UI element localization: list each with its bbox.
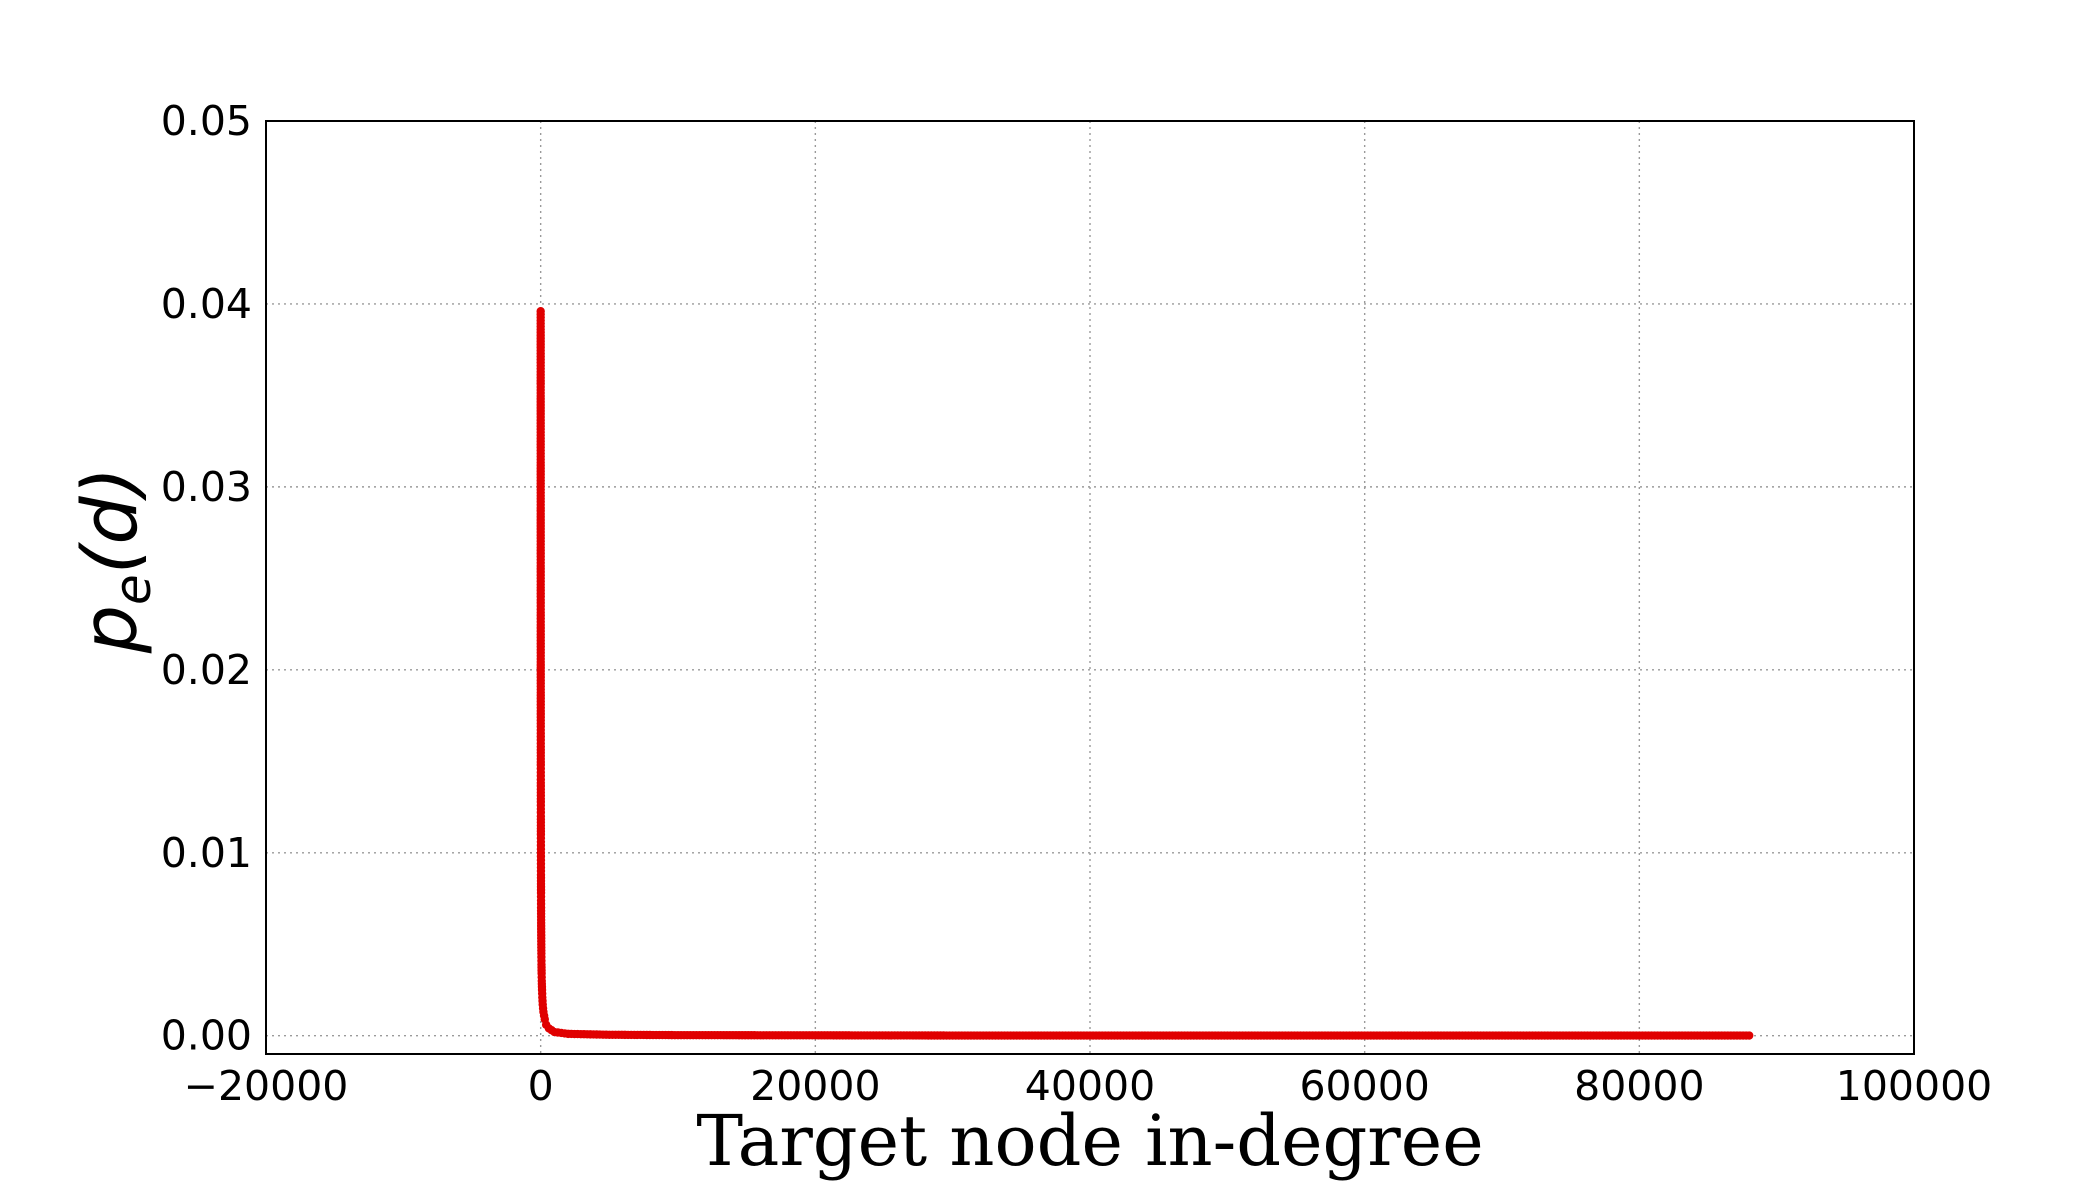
x-tick-label: 20000 — [750, 1062, 880, 1110]
x-tick-label: −20000 — [184, 1062, 349, 1110]
data-points — [536, 307, 1754, 1040]
y-tick-label: 0.02 — [161, 646, 252, 694]
y-tick-label: 0.00 — [161, 1012, 252, 1060]
y-axis-label-subscript: e — [104, 574, 162, 605]
x-axis-label: Target node in-degree — [696, 1100, 1483, 1182]
x-tick-labels: −20000 0 20000 40000 60000 80000 100000 — [184, 1062, 1993, 1110]
x-tick-label: 60000 — [1299, 1062, 1429, 1110]
x-tick-label: 40000 — [1025, 1062, 1155, 1110]
y-tick-label: 0.05 — [161, 97, 252, 145]
grid-lines — [266, 121, 1914, 1054]
y-axis-label: pe(d) — [65, 467, 162, 655]
x-tick-label: 0 — [528, 1062, 554, 1110]
x-tick-label: 80000 — [1574, 1062, 1704, 1110]
data-point — [1745, 1031, 1754, 1040]
x-tick-label: 100000 — [1836, 1062, 1993, 1110]
plot-frame — [265, 120, 1915, 1055]
y-tick-label: 0.01 — [161, 829, 252, 877]
y-tick-label: 0.04 — [161, 280, 252, 328]
y-axis-label-arg: (d) — [65, 467, 154, 575]
y-tick-label: 0.03 — [161, 463, 252, 511]
y-tick-labels: 0.00 0.01 0.02 0.03 0.04 0.05 — [161, 97, 252, 1060]
y-axis-label-base: p — [65, 605, 154, 654]
